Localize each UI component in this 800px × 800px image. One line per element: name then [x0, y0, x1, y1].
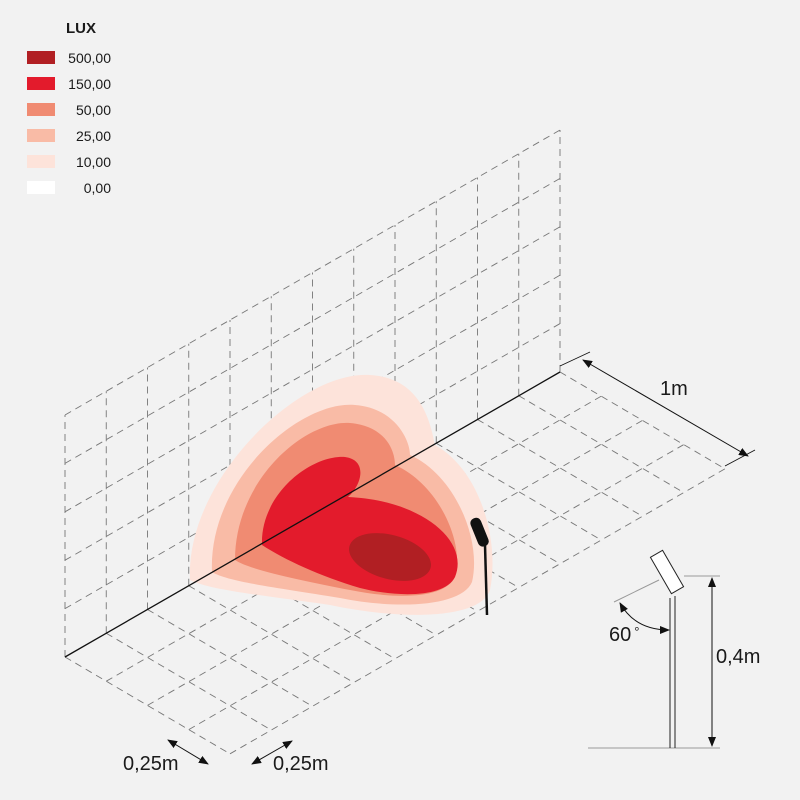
legend-item: 500,00: [27, 50, 111, 66]
angle-unit: °: [634, 624, 640, 639]
legend-label: 10,00: [75, 154, 111, 170]
legend-swatch: [27, 129, 55, 142]
legend-item: 25,00: [27, 128, 111, 144]
grid-dimensions: [167, 739, 293, 765]
legend-title: LUX: [66, 20, 96, 37]
floor-grid-line: [106, 632, 272, 731]
height-label: 0,4m: [716, 646, 761, 668]
angle-label: 60 °: [609, 624, 639, 647]
legend-swatch: [27, 51, 55, 64]
floor-grid-line: [188, 585, 354, 683]
legend-item: 150,00: [27, 76, 111, 92]
floor-grid-line: [436, 442, 602, 541]
angle-value: 60: [609, 624, 632, 646]
legend-label: 50,00: [75, 102, 111, 118]
legend-label: 150,00: [68, 76, 111, 92]
grid-right-label: 0,25m: [273, 753, 329, 775]
floor-grid-line: [518, 395, 684, 493]
contour-500: [349, 533, 431, 581]
legend-item: 0,00: [27, 180, 111, 196]
legend-item: 10,00: [27, 154, 111, 170]
floor-grid-line: [229, 561, 396, 660]
lamp-side-view: [588, 549, 720, 749]
floor-grid-line: [477, 419, 643, 517]
length-dimension: [559, 351, 756, 467]
legend-swatch: [27, 77, 55, 90]
floor-grid-line: [64, 656, 231, 755]
grid-left-label: 0,25m: [123, 753, 179, 775]
legend-label: 0,00: [83, 180, 111, 196]
legend-swatch: [27, 155, 55, 168]
legend-item: 50,00: [27, 102, 111, 118]
legend-label: 500,00: [68, 50, 111, 66]
legend-label: 25,00: [75, 128, 111, 144]
legend-swatch: [27, 103, 55, 116]
floor-grid-line: [394, 466, 561, 565]
legend-swatch: [27, 181, 55, 194]
floor-grid-line: [147, 609, 313, 707]
baseline: [64, 371, 561, 658]
length-label: 1m: [660, 378, 688, 400]
floor-grid-line: [271, 537, 437, 636]
spotlight-icon: [470, 517, 489, 616]
